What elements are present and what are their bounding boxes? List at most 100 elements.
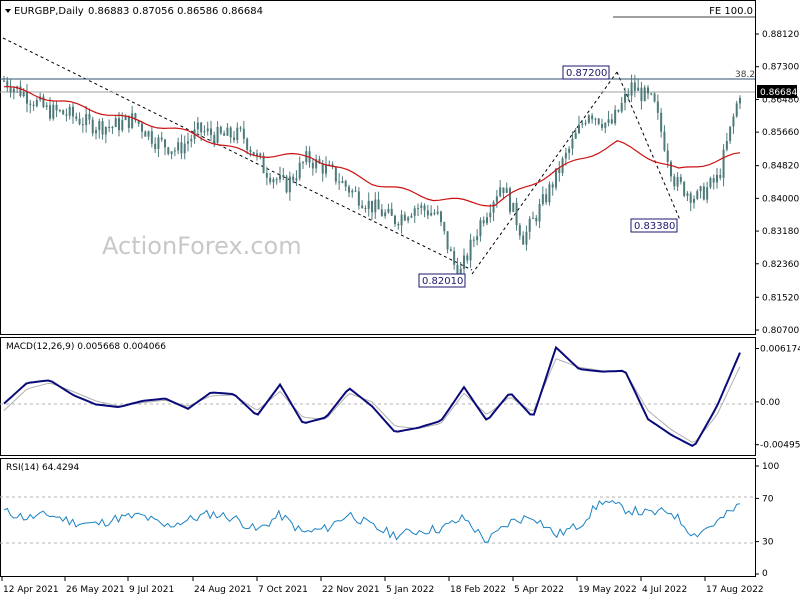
candle-body [256,153,258,156]
candle-body [95,130,97,134]
price-y-tick-label: 0.84000 [762,194,799,204]
candle-body [124,115,127,120]
candle-body [541,194,544,205]
candle-body [42,96,45,107]
candle-body [696,191,699,199]
x-tick-label: 5 Apr 2022 [514,585,564,595]
macd-panel-frame [0,337,756,456]
fe-label: FE 100.0 [709,6,753,17]
candle-body [354,190,357,192]
candle-body [216,126,219,143]
candle-body [384,212,387,217]
price-y-tick-label: 0.80700 [762,326,799,336]
candle-body [440,211,442,223]
candle-body [719,174,722,178]
candle-body [127,115,130,128]
candle-body [52,104,55,119]
candle-body [660,112,663,132]
ohlc-caption: 0.86883 0.87056 0.86586 0.86684 [88,6,263,17]
candle-body [647,87,649,94]
candle-body [732,116,735,127]
candle-body [617,109,620,112]
candle-body [463,255,465,269]
candle-body [68,106,71,116]
macd-lines [3,345,741,447]
candle-body [482,220,485,224]
candle-body [525,231,528,245]
x-tick-label: 26 May 2021 [66,585,125,595]
x-tick-label: 17 Aug 2022 [706,585,764,595]
candle-body [551,184,554,188]
candle-body [469,239,472,261]
candle-body [610,119,613,124]
candle-body [699,186,702,192]
candle-body [285,176,288,193]
candle-body [32,104,35,107]
candle-body [213,134,216,143]
candle-body [81,124,84,126]
candle-body [449,249,452,252]
macd-y-tick-label: 0.006174 [760,345,800,355]
candle-body [154,143,157,149]
candle-body [673,176,676,187]
candle-body [351,190,354,193]
candles-group [3,74,741,287]
candle-body [555,168,557,188]
price-panel-frame [0,0,756,335]
candle-body [614,109,617,124]
price-y-tick-label: 0.81520 [762,293,799,303]
candle-body [712,178,715,183]
price-tag-label: 0.86684 [760,88,797,98]
candle-body [601,123,603,128]
candle-body [532,217,534,219]
candle-body [141,123,143,132]
candle-body [413,208,416,216]
x-tick-label: 12 Apr 2021 [3,585,59,595]
candle-body [357,191,360,206]
candle-body [627,93,630,96]
price-y-tick-label: 0.83180 [762,227,799,237]
x-tick-label: 7 Oct 2021 [258,585,308,595]
candle-body [210,128,212,135]
candle-body [121,119,124,131]
candle-body [58,110,61,112]
candle-body [108,127,111,129]
candle-body [288,176,291,193]
candle-body [499,187,502,197]
candle-body [656,101,659,113]
candle-body [653,93,656,102]
rsi-y-tick-label: 100 [762,462,779,472]
candle-body [689,193,692,203]
price-y-tick-label: 0.82360 [762,260,799,270]
candle-body [423,205,426,211]
candle-body [509,188,511,212]
candle-body [147,131,150,137]
candle-body [229,127,232,138]
x-tick-label: 22 Nov 2021 [322,585,380,595]
candle-body [512,202,515,212]
candle-body [433,212,436,214]
rsi-y-tick-label: 30 [762,538,774,548]
macd-y-tick-label: 0.00 [760,398,780,408]
candle-body [292,176,295,181]
symbol-caption: EURGBP,Daily [14,6,84,17]
candle-body [394,215,396,224]
rsi-lines [3,499,741,544]
candle-body [578,124,580,134]
candle-body [670,161,672,177]
candle-body [538,204,541,222]
candle-body [377,199,380,210]
candle-body [535,217,538,222]
candle-body [338,181,341,183]
candle-body [693,198,695,203]
candle-body [686,193,689,196]
candle-body [88,114,91,120]
candle-body [341,181,344,183]
macd-main-line [3,345,741,447]
candle-body [104,127,107,135]
candle-body [380,209,383,217]
candle-body [387,208,390,213]
candle-body [55,104,58,111]
candle-body [279,174,281,180]
candle-body [6,80,9,88]
